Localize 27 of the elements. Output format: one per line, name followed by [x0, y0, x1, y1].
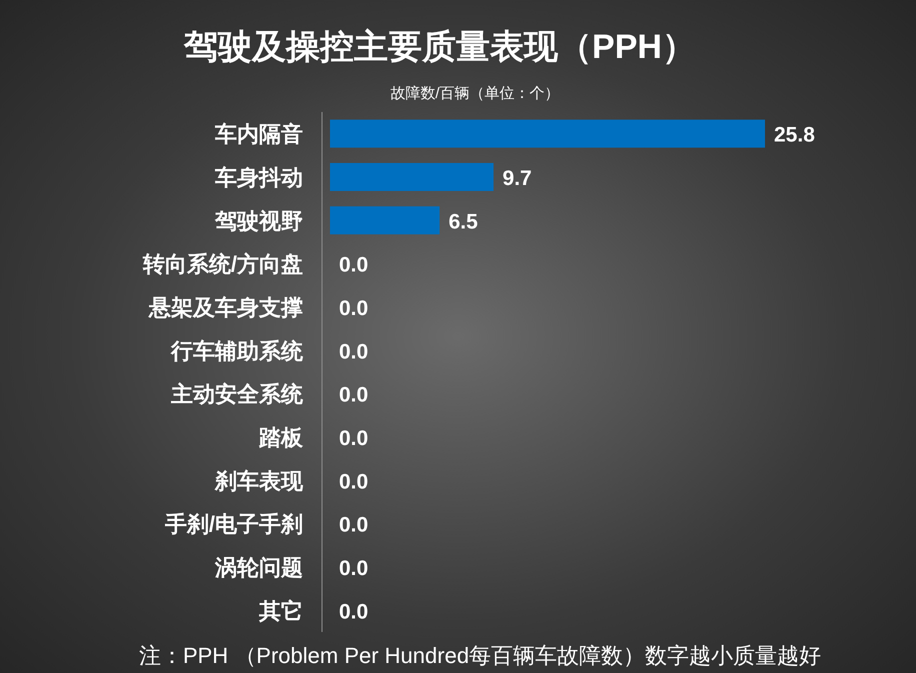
- data-label: 9.7: [502, 167, 532, 190]
- y-tick-label: 其它: [258, 598, 303, 624]
- y-tick-label: 刹车表现: [214, 468, 304, 494]
- data-label: 25.8: [774, 124, 816, 147]
- chart-title: 驾驶及操控主要质量表现（PPH）: [183, 28, 696, 66]
- y-tick-label: 踏板: [258, 425, 304, 450]
- y-tick-label: 涡轮问题: [214, 555, 303, 580]
- y-tick-label: 悬架及车身支撑: [148, 295, 303, 320]
- text: 注：PPH （Problem Per Hundred每百辆车故障数）数字越小质量越好: [138, 643, 822, 668]
- data-label: 0.0: [339, 297, 368, 320]
- data-label: 0.0: [339, 254, 368, 277]
- chart-subtitle: 故障数/百辆（单位：个）: [390, 85, 560, 102]
- y-tick-label: 手刹/电子手刹: [164, 512, 303, 537]
- y-tick-label: 驾驶视野: [214, 208, 303, 234]
- data-label: 0.0: [339, 514, 368, 537]
- y-tick-label: 转向系统/方向盘: [142, 252, 303, 277]
- data-label: 0.0: [339, 384, 368, 407]
- y-tick-label: 车内隔音: [214, 122, 303, 147]
- data-label: 6.5: [448, 210, 478, 234]
- y-tick-label: 行车辅助系统: [170, 338, 304, 364]
- data-label: 0.0: [339, 557, 368, 580]
- y-tick-label: 车身抖动: [214, 165, 303, 190]
- data-label: 0.0: [339, 340, 368, 364]
- data-label: 0.0: [339, 600, 368, 624]
- y-tick-label: 主动安全系统: [170, 382, 304, 407]
- data-label: 0.0: [339, 427, 368, 450]
- data-label: 0.0: [339, 470, 368, 494]
